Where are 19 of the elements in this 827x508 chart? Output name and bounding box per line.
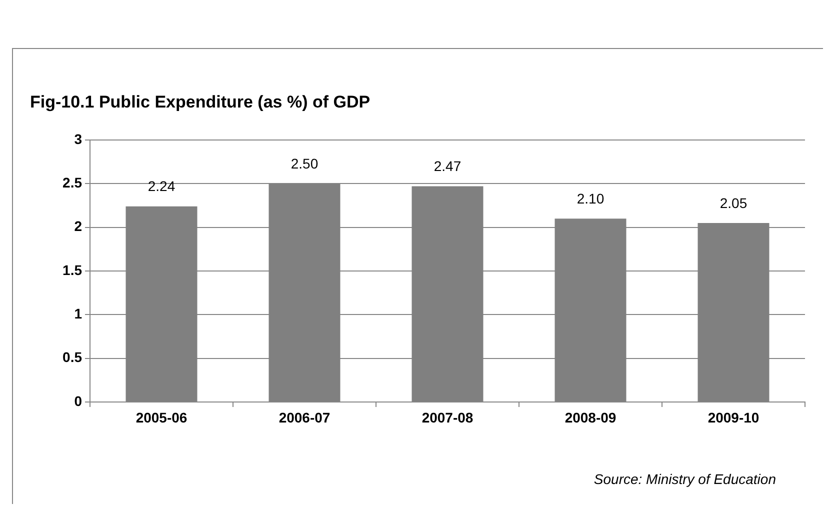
x-tick-label: 2005-06 (136, 409, 188, 426)
y-tick-label: 1 (74, 306, 82, 322)
y-tick-label: 0 (74, 392, 82, 409)
data-label: 2.47 (434, 158, 462, 174)
x-tick-label: 2006-07 (278, 409, 330, 426)
x-tick-label: 2008-09 (564, 409, 616, 426)
data-label: 2.50 (290, 156, 318, 172)
data-label: 2.05 (720, 194, 748, 211)
y-tick-label: 3 (74, 130, 82, 147)
y-tick-label: 1.5 (62, 262, 82, 278)
y-tick-label: 2.5 (62, 174, 82, 191)
source-note: Source: Ministry of Education (594, 470, 776, 487)
y-tick-label: 2 (74, 218, 82, 234)
y-tick-label: 0.5 (62, 349, 82, 366)
x-tick-label: 2007-08 (422, 409, 474, 426)
data-label: 2.24 (148, 178, 176, 194)
chart-title: Fig-10.1 Public Expenditure (as %) of GDP (30, 92, 370, 112)
data-label: 2.10 (576, 190, 604, 206)
x-tick-label: 2009-10 (708, 409, 760, 426)
